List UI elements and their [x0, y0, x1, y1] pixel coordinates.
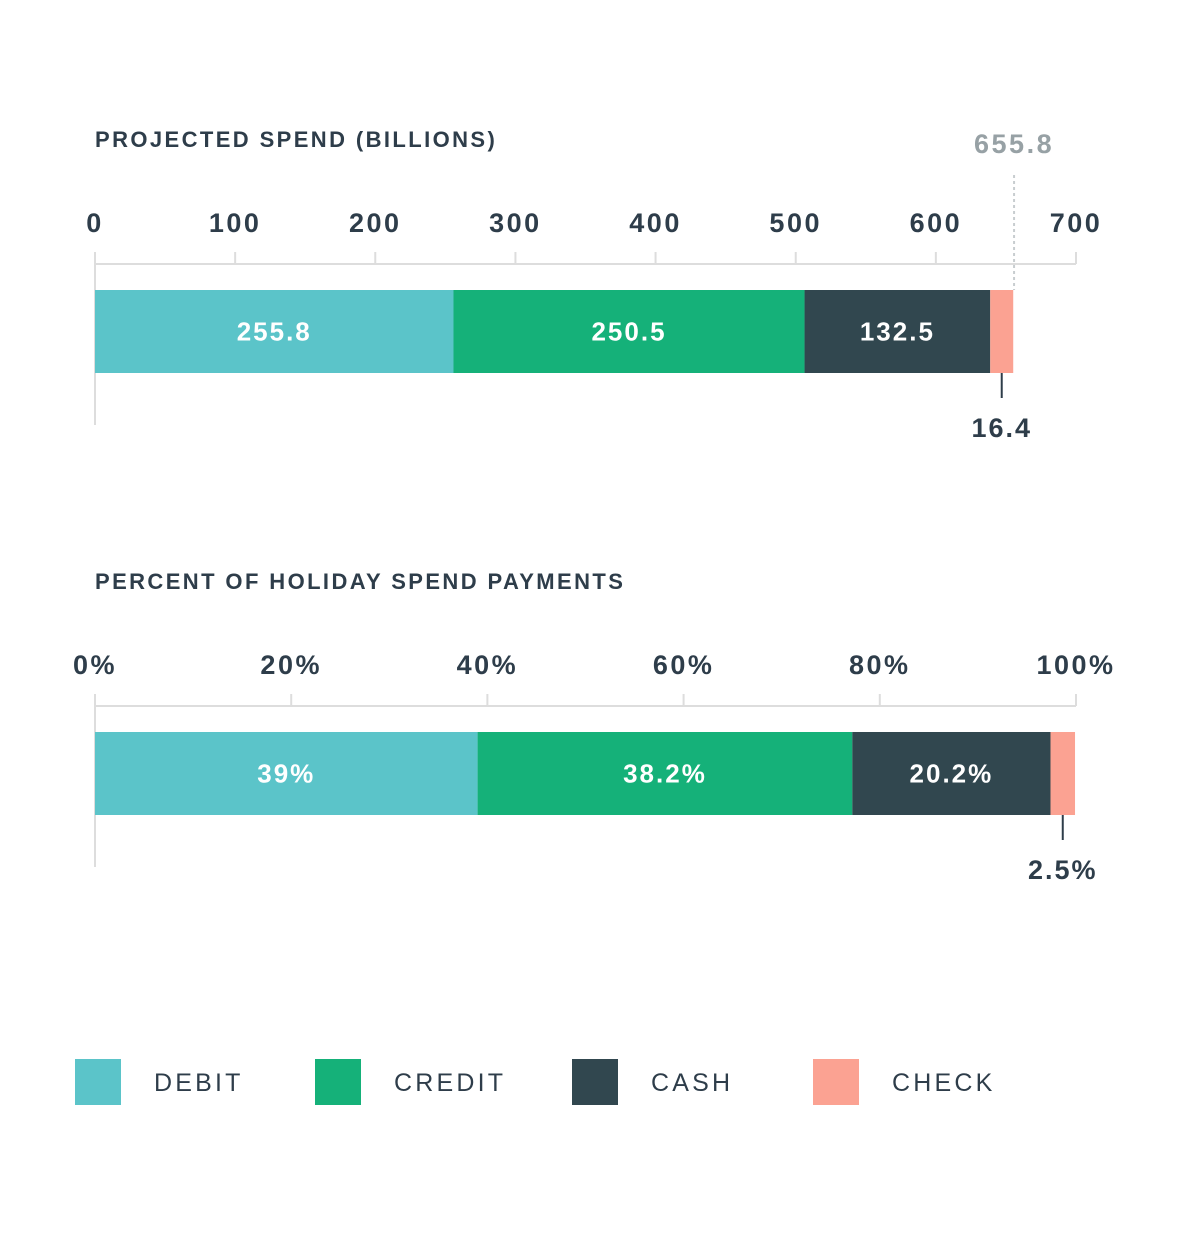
bar-segment-check [990, 290, 1014, 373]
bar-segment-credit [477, 732, 853, 815]
data-label-debit: 255.8 [237, 317, 312, 347]
tick-label: 20% [260, 650, 322, 680]
chart-title: PROJECTED SPEND (BILLIONS) [95, 127, 497, 152]
tick-label: 100% [1036, 650, 1115, 680]
data-label-check: 2.5% [1028, 855, 1098, 885]
legend-label-check: CHECK [892, 1069, 996, 1097]
tick-label: 80% [849, 650, 911, 680]
tick-label: 300 [489, 208, 542, 238]
legend-swatch-debit [75, 1059, 121, 1105]
chart-title: PERCENT OF HOLIDAY SPEND PAYMENTS [95, 569, 625, 594]
tick-label: 100 [209, 208, 262, 238]
bar-segment-debit [95, 290, 454, 373]
tick-label: 400 [629, 208, 682, 238]
data-label-cash: 20.2% [910, 759, 994, 789]
tick-label: 0 [86, 208, 104, 238]
legend-swatch-cash [572, 1059, 618, 1105]
tick-label: 40% [457, 650, 519, 680]
legend-label-credit: CREDIT [394, 1069, 506, 1097]
bar-segment-cash [852, 732, 1051, 815]
data-label-debit: 39% [257, 759, 315, 789]
legend: DEBIT CREDIT CASH CHECK [75, 1059, 996, 1105]
legend-label-debit: DEBIT [154, 1069, 244, 1097]
projected-spend-chart: PROJECTED SPEND (BILLIONS) 0 100 200 300 400 5… [86, 127, 1103, 443]
tick-label: 600 [910, 208, 963, 238]
percent-payments-chart: PERCENT OF HOLIDAY SPEND PAYMENTS 0% 20% 40… [73, 569, 1115, 885]
tick-label: 500 [769, 208, 822, 238]
bar-segment-credit [453, 290, 805, 373]
bar-segment-check [1050, 732, 1076, 815]
legend-swatch-check [813, 1059, 859, 1105]
data-label-check: 16.4 [971, 413, 1032, 443]
data-label-credit: 38.2% [623, 759, 707, 789]
bar-segment-cash [804, 290, 991, 373]
tick-label: 700 [1050, 208, 1103, 238]
bar-segment-debit [95, 732, 478, 815]
tick-label: 200 [349, 208, 402, 238]
legend-label-cash: CASH [651, 1069, 733, 1097]
data-label-cash: 132.5 [860, 317, 935, 347]
tick-label: 60% [653, 650, 715, 680]
total-label: 655.8 [974, 129, 1054, 159]
legend-swatch-credit [315, 1059, 361, 1105]
tick-label: 0% [73, 650, 117, 680]
data-label-credit: 250.5 [591, 317, 666, 347]
